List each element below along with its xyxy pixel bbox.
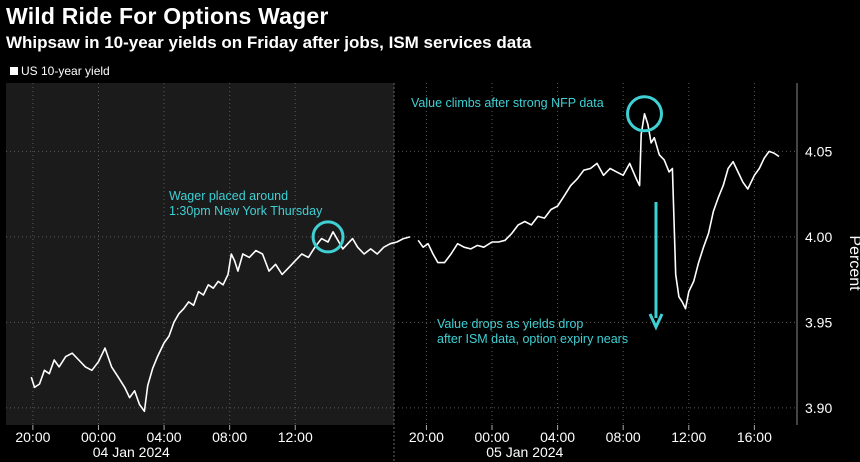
series-line-us-10-year-yield [417, 113, 780, 310]
y-tick-label: 3.95 [805, 314, 832, 330]
chart-title: Wild Ride For Options Wager [6, 3, 329, 29]
legend-swatch [10, 67, 18, 75]
x-tick-label: 20:00 [15, 429, 50, 445]
x-tick-label: 12:00 [278, 429, 313, 445]
x-tick-label: 04:00 [147, 429, 182, 445]
y-tick-label: 4.05 [805, 143, 832, 159]
annotation-text-wager: 1:30pm New York Thursday [169, 204, 323, 218]
x-tick-label: 12:00 [671, 429, 706, 445]
chart-subtitle: Whipsaw in 10-year yields on Friday afte… [6, 33, 532, 52]
x-tick-label: 16:00 [737, 429, 772, 445]
date-label: 05 Jan 2024 [486, 444, 563, 460]
annotation-arrow-head [648, 313, 664, 331]
annotation-text-wager: Wager placed around [169, 189, 288, 203]
y-axis-title: Percent [846, 235, 860, 291]
y-tick-label: 3.90 [805, 400, 832, 416]
x-tick-label: 04:00 [540, 429, 575, 445]
annotation-text-nfp: Value climbs after strong NFP data [411, 96, 604, 110]
x-tick-label: 08:00 [212, 429, 247, 445]
annotation-circle-wager [311, 220, 345, 254]
x-tick-label: 00:00 [81, 429, 116, 445]
y-tick-label: 4.00 [805, 229, 832, 245]
annotation-text-ism: after ISM data, option expiry nears [437, 332, 628, 346]
annotation-text-ism: Value drops as yields drop [437, 317, 583, 331]
x-tick-label: 00:00 [474, 429, 509, 445]
annotation-circle-nfp [626, 95, 664, 133]
x-tick-label: 08:00 [606, 429, 641, 445]
legend: US 10-year yield [10, 64, 110, 78]
x-tick-label: 20:00 [409, 429, 444, 445]
shaded-day-region [6, 83, 394, 425]
legend-label: US 10-year yield [21, 64, 110, 78]
date-label: 04 Jan 2024 [93, 444, 170, 460]
